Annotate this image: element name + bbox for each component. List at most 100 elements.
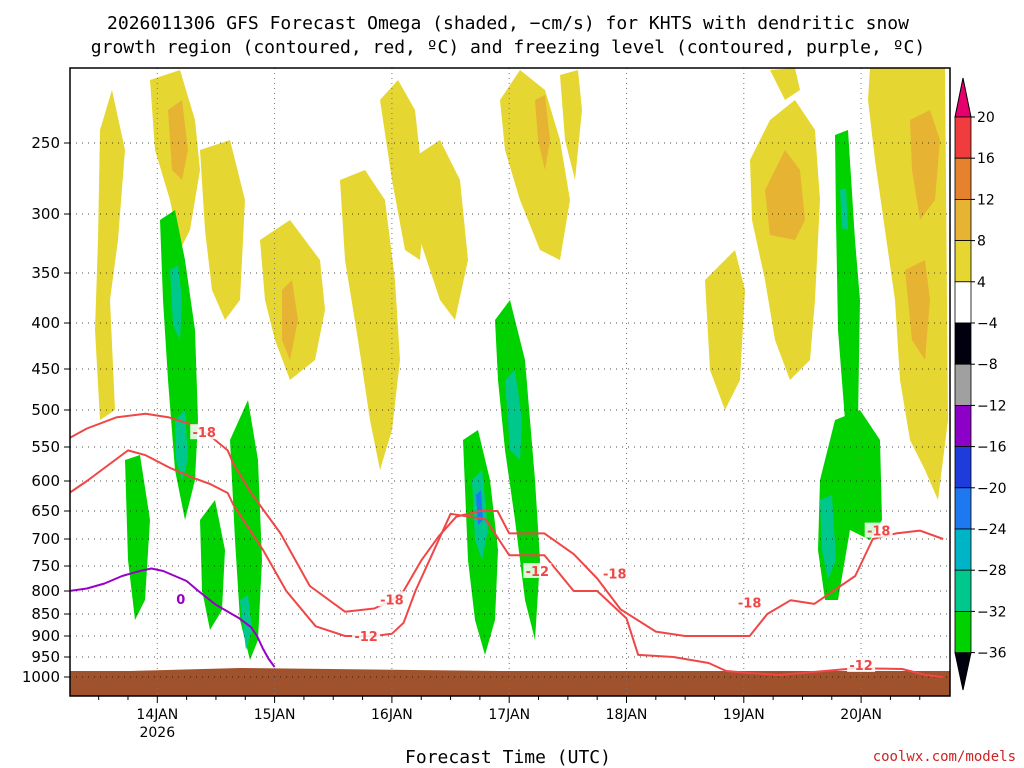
contour-label-bg [864,522,893,538]
omega-negative-region [820,495,836,580]
y-tick-label: 700 [31,530,60,548]
x-tick-label: 15JAN [254,707,296,723]
y-tick-label: 750 [31,557,60,575]
contour-label-bg [166,590,195,606]
contour-label: -18 [738,597,762,612]
colorbar-label: 8 [977,234,986,250]
colorbar-swatch [954,446,972,489]
omega-positive-region [200,140,245,320]
colorbar-label: −36 [977,646,1007,662]
y-tick-label: 400 [31,314,60,332]
x-axis: 14JAN 15JAN 16JAN 17JAN 18JAN 19JAN 20JAN 2026 [98,696,921,741]
omega-positive-region [410,140,468,320]
colorbar-swatch [954,569,972,612]
contour-line [70,449,944,678]
x-tick-label: 20JAN [840,707,882,723]
colorbar-swatch [954,281,972,324]
omega-positive-region [500,70,570,260]
y-tick-label: 900 [31,627,60,645]
contour-label-bg [377,591,406,607]
colorbar-swatch [954,404,972,447]
ground-terrain-top [70,668,950,690]
colorbar-top-arrow [954,77,972,118]
contour-label: -12 [849,659,873,674]
colorbar-label: 20 [977,110,995,126]
contour-label: -12 [354,630,378,645]
colorbar-swatch [954,487,972,530]
x-year-label: 2026 [139,725,175,741]
colorbar: 20 16 12 8 4 −4 −8 −12 −16 −20 −24 −28 −32 −36 [954,77,1007,691]
chart-title-line-1: 2026011306 GFS Forecast Omega (shaded, −… [107,13,909,34]
plot-area: -12 -12 -12 -18 -18 -18 -18 -18 0 [70,68,950,696]
omega-negative-region [170,265,182,340]
y-tick-label: 950 [31,648,60,666]
omega-negative-region [230,400,262,660]
colorbar-label: 12 [977,192,995,208]
contour-lines: -12 -12 -12 -18 -18 -18 -18 -18 0 [70,412,944,678]
colorbar-label: −20 [977,481,1007,497]
omega-negative-region [160,210,198,520]
contour-label-bg [600,565,629,581]
omega-positive-region [770,68,800,100]
contour-line [70,567,276,668]
colorbar-swatch [954,611,972,654]
contour-label: -12 [526,565,550,580]
contour-label-bg [735,594,764,610]
omega-positive-region [705,250,745,410]
colorbar-label: −32 [977,604,1007,620]
omega-shading [95,68,948,660]
omega-negative-region [476,490,483,525]
omega-negative-region [835,130,860,420]
omega-positive-region [95,90,125,420]
omega-negative-region [495,300,540,640]
x-axis-label: Forecast Time (UTC) [405,747,611,768]
y-tick-label: 550 [31,438,60,456]
x-tick-label: 19JAN [723,707,765,723]
credit-link[interactable]: coolwx.com/models [873,749,1016,765]
omega-positive-region [765,150,805,240]
y-tick-label: 300 [31,205,60,223]
omega-positive-region [560,70,582,180]
colorbar-label: 4 [977,275,986,291]
y-tick-label: 450 [31,360,60,378]
omega-positive-region [905,260,930,360]
y-tick-label: 350 [31,264,60,282]
y-tick-label: 250 [31,134,60,152]
omega-negative-region [505,370,522,460]
omega-positive-region [168,100,188,180]
colorbar-swatch [954,528,972,571]
contour-label-bg [847,657,876,672]
omega-positive-region [380,80,425,260]
colorbar-swatch [954,116,972,159]
x-tick-label: 18JAN [606,707,648,723]
omega-positive-region [535,95,550,170]
contour-label-bg [352,628,381,643]
contour-label: -18 [192,426,216,441]
omega-negative-region [840,188,848,230]
colorbar-swatch [954,363,972,406]
omega-positive-region [282,280,298,360]
plot-frame [69,67,951,697]
colorbar-label: −16 [977,440,1007,456]
colorbar-label: −12 [977,398,1007,414]
y-tick-label: 1000 [22,668,60,686]
colorbar-label: −24 [977,522,1007,538]
colorbar-swatch [954,157,972,200]
colorbar-swatch [954,198,972,241]
colorbar-bottom-arrow [954,652,972,691]
omega-positive-region [340,170,400,470]
x-tick-label: 16JAN [371,707,413,723]
y-tick-label: 850 [31,605,60,623]
chart-title-line-2: growth region (contoured, red, ºC) and f… [91,37,925,58]
omega-positive-region [750,100,820,380]
x-tick-label: 14JAN [136,707,178,723]
omega-positive-region [910,110,940,220]
y-tick-label: 600 [31,472,60,490]
contour-label-bg [523,563,552,578]
colorbar-label: −8 [977,357,998,373]
y-axis: 250 300 350 400 450 500 550 600 650 700 750 800 850 9… [22,134,70,686]
y-tick-label: 650 [31,502,60,520]
omega-negative-region [175,410,188,480]
x-tick-label: 17JAN [488,707,530,723]
